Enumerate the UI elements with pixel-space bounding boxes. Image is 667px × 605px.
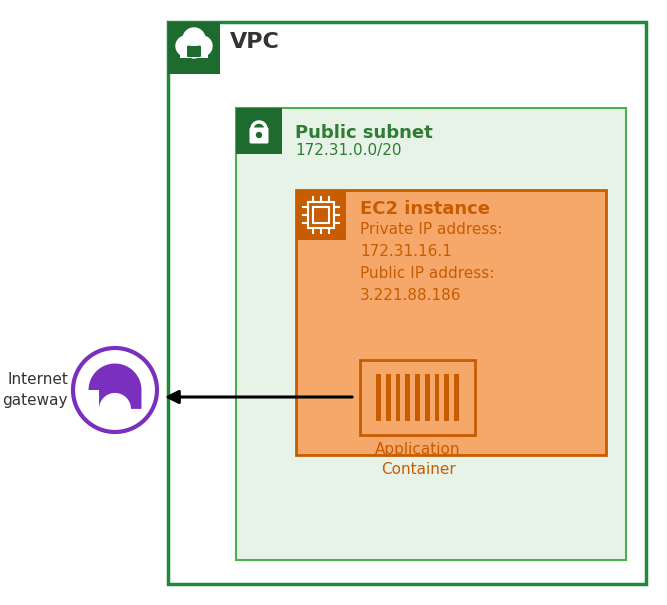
- Circle shape: [73, 348, 157, 432]
- FancyBboxPatch shape: [308, 202, 334, 228]
- FancyBboxPatch shape: [415, 374, 420, 420]
- Text: 172.31.0.0/20: 172.31.0.0/20: [295, 143, 402, 158]
- Text: Private IP address:: Private IP address:: [360, 222, 502, 237]
- FancyBboxPatch shape: [313, 207, 329, 223]
- Text: 172.31.16.1: 172.31.16.1: [360, 244, 452, 259]
- FancyBboxPatch shape: [454, 374, 459, 420]
- FancyBboxPatch shape: [386, 374, 391, 420]
- FancyBboxPatch shape: [434, 374, 440, 420]
- FancyBboxPatch shape: [376, 374, 381, 420]
- FancyBboxPatch shape: [360, 360, 475, 435]
- FancyBboxPatch shape: [425, 374, 430, 420]
- FancyBboxPatch shape: [296, 190, 346, 240]
- Circle shape: [186, 42, 202, 58]
- FancyBboxPatch shape: [168, 22, 646, 584]
- Text: Public IP address:: Public IP address:: [360, 266, 494, 281]
- FancyBboxPatch shape: [236, 108, 626, 560]
- Text: 3.221.88.186: 3.221.88.186: [360, 288, 462, 303]
- Text: Internet
gateway: Internet gateway: [3, 372, 68, 408]
- FancyBboxPatch shape: [444, 374, 449, 420]
- FancyBboxPatch shape: [296, 190, 606, 455]
- FancyBboxPatch shape: [180, 46, 208, 58]
- Text: VPC: VPC: [230, 32, 280, 52]
- FancyBboxPatch shape: [249, 128, 269, 143]
- Circle shape: [192, 36, 212, 56]
- Circle shape: [183, 28, 205, 50]
- Polygon shape: [89, 364, 141, 409]
- Circle shape: [257, 132, 261, 137]
- FancyBboxPatch shape: [406, 374, 410, 420]
- Text: Application
Container: Application Container: [376, 442, 461, 477]
- FancyBboxPatch shape: [187, 46, 201, 57]
- Circle shape: [176, 36, 196, 56]
- Text: EC2 instance: EC2 instance: [360, 200, 490, 218]
- Text: Public subnet: Public subnet: [295, 124, 433, 142]
- FancyBboxPatch shape: [396, 374, 400, 420]
- FancyBboxPatch shape: [168, 22, 220, 74]
- FancyBboxPatch shape: [236, 108, 282, 154]
